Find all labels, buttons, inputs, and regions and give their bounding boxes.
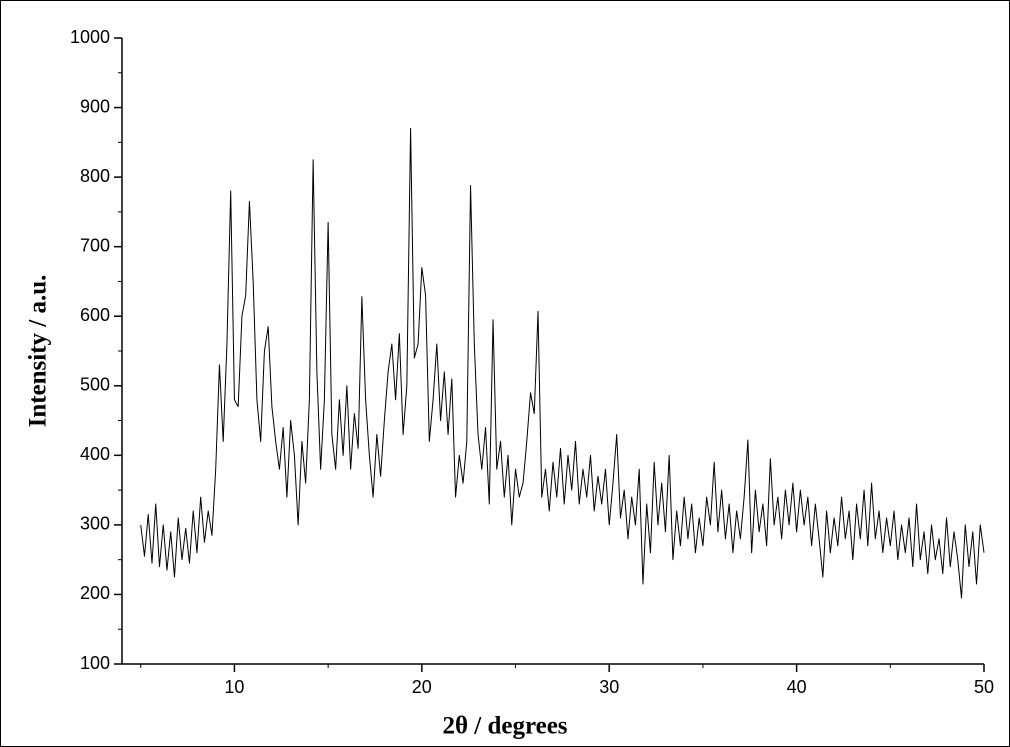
y-tick-label: 800: [80, 166, 110, 186]
x-tick-label: 40: [787, 677, 807, 697]
y-tick-label: 900: [80, 96, 110, 116]
y-tick-label: 200: [80, 583, 110, 603]
y-tick-label: 400: [80, 444, 110, 464]
y-tick-label: 300: [80, 514, 110, 534]
x-tick-label: 20: [412, 677, 432, 697]
x-axis-label: 2θ / degrees: [442, 713, 567, 740]
y-tick-label: 700: [80, 235, 110, 255]
y-axis-label: Intensity / a.u.: [25, 275, 52, 428]
y-tick-label: 600: [80, 305, 110, 325]
data-line: [140, 127, 985, 599]
x-tick-label: 10: [224, 677, 244, 697]
y-tick-label: 100: [80, 653, 110, 673]
y-tick-label: 500: [80, 375, 110, 395]
x-tick-label: 50: [974, 677, 994, 697]
x-tick-label: 30: [599, 677, 619, 697]
y-tick-label: 1000: [70, 27, 110, 47]
